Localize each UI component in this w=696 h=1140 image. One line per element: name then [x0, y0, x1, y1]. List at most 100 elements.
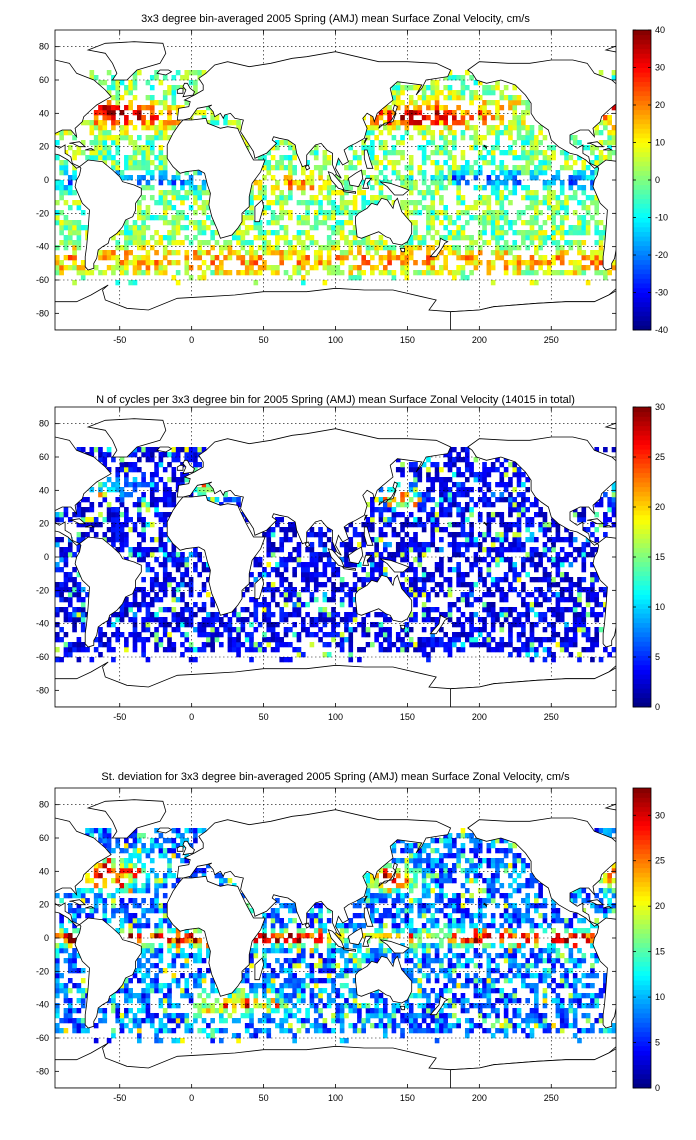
heatmap-cell [72, 592, 77, 598]
heatmap-cell [460, 200, 466, 206]
heatmap-cell [149, 125, 155, 131]
heatmap-cell [603, 532, 608, 538]
heatmap-cell [400, 85, 405, 91]
heatmap-cell [128, 155, 133, 161]
heatmap-cell [275, 567, 280, 573]
heatmap-cell [512, 120, 518, 126]
heatmap-cell [193, 562, 198, 568]
heatmap-cell [585, 280, 591, 286]
heatmap-cell [253, 270, 259, 276]
heatmap-cell [124, 517, 129, 523]
heatmap-cell [244, 637, 250, 643]
heatmap-cell [568, 245, 574, 251]
heatmap-cell [382, 647, 388, 653]
heatmap-cell [594, 200, 600, 206]
heatmap-cell [525, 557, 530, 563]
heatmap-cell [344, 527, 349, 533]
heatmap-cell [240, 617, 246, 623]
heatmap-cell [430, 220, 436, 226]
heatmap-cell [581, 567, 587, 573]
heatmap-cell [201, 587, 207, 593]
heatmap-cell [456, 75, 461, 81]
heatmap-cell [538, 637, 543, 643]
heatmap-cell [443, 105, 448, 111]
heatmap-cell [335, 175, 341, 181]
heatmap-cell [430, 255, 436, 261]
heatmap-cell [490, 220, 496, 226]
heatmap-cell [559, 587, 565, 593]
heatmap-cell [430, 265, 436, 271]
heatmap-cell [266, 150, 272, 156]
heatmap-cell [67, 652, 73, 658]
heatmap-cell [76, 893, 82, 899]
heatmap-cell [490, 517, 496, 523]
heatmap-cell [171, 447, 177, 453]
colorbar-segment [633, 240, 651, 247]
heatmap-cell [102, 492, 108, 498]
heatmap-cell [490, 210, 496, 216]
heatmap-cell [141, 492, 146, 498]
heatmap-cell [193, 657, 198, 663]
heatmap-cell [577, 185, 582, 191]
heatmap-cell [72, 582, 77, 588]
heatmap-cell [171, 642, 177, 648]
chart-title: 3x3 degree bin-averaged 2005 Spring (AMJ… [141, 13, 530, 25]
heatmap-cell [63, 948, 69, 954]
heatmap-cell [348, 250, 354, 256]
heatmap-cell [486, 260, 492, 266]
heatmap-cell [253, 250, 259, 256]
heatmap-cell [542, 612, 548, 618]
heatmap-cell [477, 597, 483, 603]
heatmap-cell [499, 647, 505, 653]
heatmap-cell [421, 90, 427, 96]
heatmap-cell [490, 250, 496, 256]
heatmap-cell [253, 607, 259, 613]
heatmap-cell [387, 637, 392, 643]
heatmap-cell [594, 602, 600, 608]
heatmap-cell [266, 527, 272, 533]
heatmap-cell [482, 577, 487, 583]
heatmap-cell [361, 190, 367, 196]
heatmap-cell [594, 577, 600, 583]
heatmap-cell [598, 235, 604, 241]
heatmap-cell [551, 627, 556, 633]
heatmap-cell [158, 477, 164, 483]
heatmap-cell [76, 612, 82, 618]
heatmap-cell [326, 537, 332, 543]
heatmap-cell [171, 190, 177, 196]
heatmap-cell [382, 632, 388, 638]
heatmap-cell [63, 562, 69, 568]
heatmap-cell [288, 627, 293, 633]
heatmap-cell [115, 637, 121, 643]
heatmap-cell [283, 557, 289, 563]
heatmap-cell [344, 175, 349, 181]
heatmap-cell [357, 190, 362, 196]
heatmap-cell [594, 447, 600, 453]
heatmap-cell [158, 457, 164, 463]
heatmap-cell [387, 115, 392, 121]
heatmap-cell [106, 642, 112, 648]
heatmap-cell [391, 255, 397, 261]
heatmap-cell [490, 235, 496, 241]
heatmap-cell [115, 632, 121, 638]
heatmap-cell [490, 100, 496, 106]
heatmap-cell [456, 622, 461, 628]
heatmap-cell [318, 210, 323, 216]
heatmap-cell [413, 487, 418, 493]
heatmap-cell [598, 245, 604, 251]
heatmap-cell [162, 190, 168, 196]
heatmap-cell [603, 120, 608, 126]
heatmap-cell [546, 557, 552, 563]
heatmap-cell [603, 647, 608, 653]
heatmap-cell [119, 883, 125, 889]
heatmap-cell [72, 200, 77, 206]
heatmap-cell [404, 260, 410, 266]
heatmap-cell [395, 467, 401, 473]
heatmap-cell [158, 597, 164, 603]
heatmap-cell [521, 260, 526, 266]
heatmap-cell [162, 210, 168, 216]
heatmap-cell [72, 938, 77, 944]
heatmap-cell [374, 195, 379, 201]
heatmap-cell [456, 245, 461, 251]
heatmap-cell [482, 477, 487, 483]
